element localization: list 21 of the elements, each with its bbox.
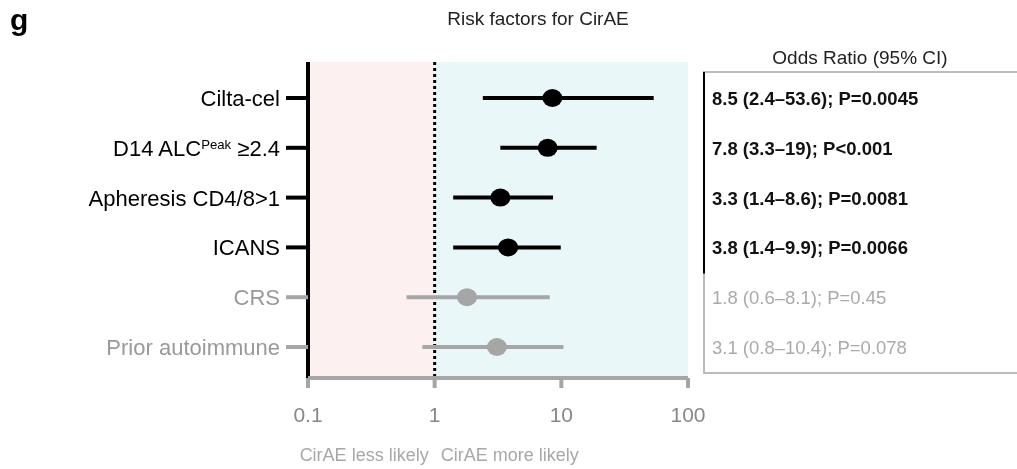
text: CirAE more likely: [440, 445, 579, 465]
y-tick-label: Cilta-cel: [200, 86, 280, 111]
text: 7.8 (3.3–19); P<0.001: [712, 137, 893, 159]
y-tick-label: ICANS: [212, 235, 280, 261]
y-tick-label: Prior autoimmune: [106, 335, 280, 360]
y-tick-label: Apheresis CD4/8>1: [88, 185, 280, 211]
text: 3.8 (1.4–9.9); P=0.0066: [712, 237, 908, 259]
x-tick-label: 1: [428, 403, 441, 426]
text: Odds Ratio (95% CI): [772, 47, 948, 68]
text: g: [10, 3, 29, 36]
chart-title: Risk factors for CirAE: [447, 8, 629, 29]
y-tick-label: CRS: [233, 285, 280, 311]
text: 8.5 (2.4–53.6); P=0.0045: [712, 88, 919, 109]
text: 1.8 (0.6–8.1); P=0.45: [712, 287, 887, 309]
text: 3.1 (0.8–10.4); P=0.078: [712, 337, 907, 358]
y-tick-label: D14 ALC$^{Peak}$ ≥2.4: [113, 135, 280, 161]
x-tick-label: 10: [549, 403, 574, 426]
text: 3.3 (1.4–8.6); P=0.0081: [712, 187, 908, 209]
text: CirAE less likely: [299, 445, 429, 465]
x-tick-label: 100: [670, 403, 706, 426]
x-tick-label: 0.1: [293, 403, 323, 426]
